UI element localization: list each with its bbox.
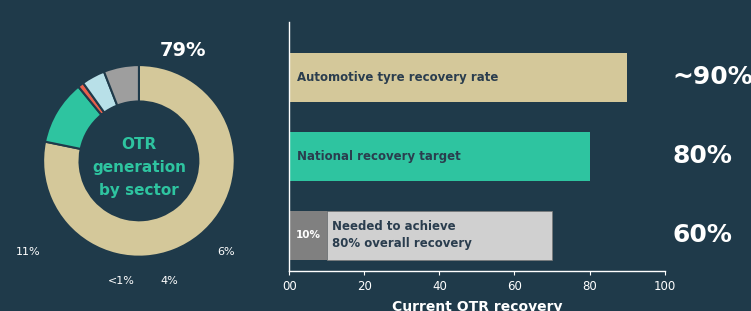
Wedge shape (104, 65, 139, 105)
Text: ~90%: ~90% (672, 65, 751, 89)
Text: 4%: 4% (160, 276, 178, 285)
Wedge shape (83, 72, 117, 113)
Bar (289, 132, 590, 180)
Text: Automotive tyre recovery rate: Automotive tyre recovery rate (297, 71, 498, 84)
X-axis label: Current OTR recovery: Current OTR recovery (391, 299, 562, 311)
Wedge shape (45, 87, 101, 149)
Text: 6%: 6% (218, 247, 235, 257)
Text: OTR: OTR (122, 137, 156, 152)
Text: <1%: <1% (108, 276, 135, 285)
Bar (327, 211, 552, 259)
Text: 79%: 79% (160, 41, 207, 60)
Text: 60%: 60% (672, 223, 732, 247)
Text: by sector: by sector (99, 183, 179, 198)
Wedge shape (43, 65, 235, 257)
Text: National recovery target: National recovery target (297, 150, 460, 163)
Text: 80%: 80% (672, 144, 732, 168)
Text: generation: generation (92, 160, 186, 175)
Text: 10%: 10% (295, 230, 321, 240)
Wedge shape (78, 83, 104, 115)
Bar (289, 211, 327, 259)
Text: Needed to achieve
80% overall recovery: Needed to achieve 80% overall recovery (332, 220, 472, 250)
Text: 11%: 11% (17, 247, 41, 257)
Bar (289, 53, 627, 102)
